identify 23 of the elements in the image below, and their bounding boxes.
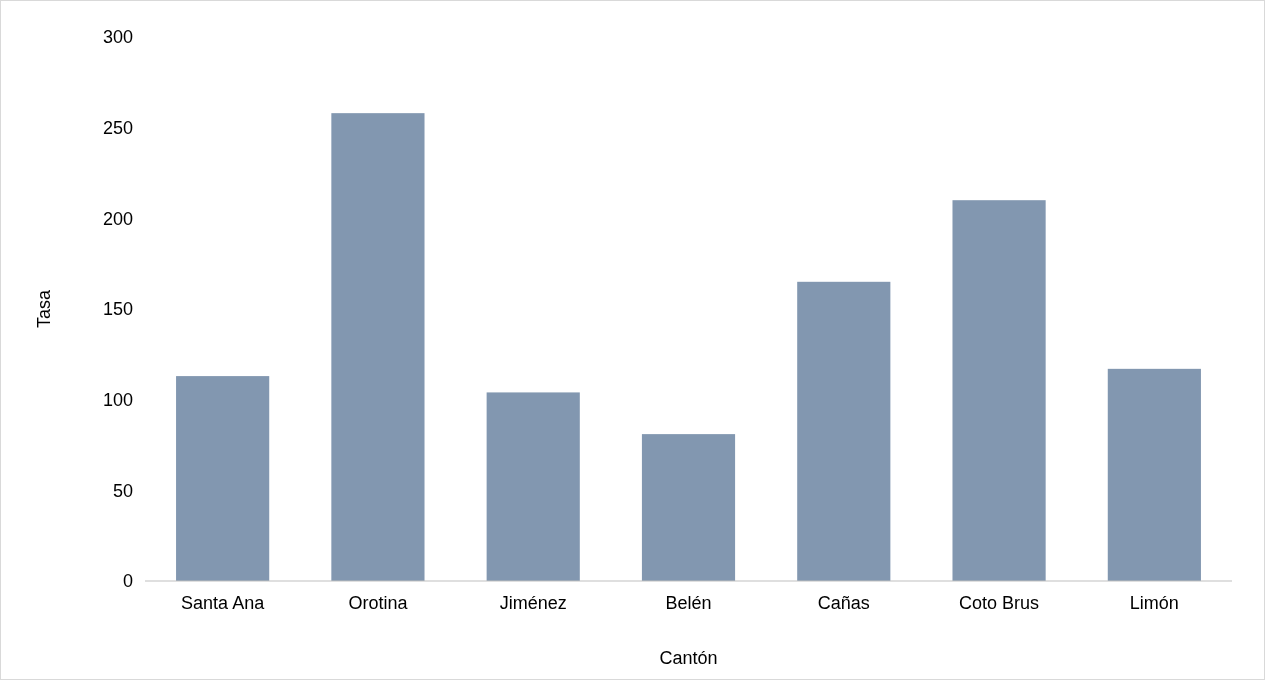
y-tick-label: 150 (102, 299, 133, 320)
x-axis-title: Cantón (659, 648, 718, 668)
x-tick-label: Jiménez (499, 593, 567, 613)
x-tick-label: Cañas (817, 593, 870, 613)
x-tick-label: Orotina (348, 593, 409, 613)
y-tick-label: 0 (122, 571, 133, 592)
bar (1107, 368, 1201, 581)
bar (331, 113, 425, 581)
x-tick-label: Coto Brus (959, 593, 1040, 613)
y-tick-label: 100 (102, 389, 133, 410)
bar (176, 376, 270, 581)
y-tick-label: 50 (112, 480, 133, 501)
x-tick-label: Limón (1129, 593, 1179, 613)
x-tick-label: Belén (665, 593, 712, 613)
bar (952, 200, 1046, 581)
x-tick-label: Santa Ana (181, 593, 266, 613)
y-axis-title: Tasa (34, 289, 54, 329)
bar (641, 434, 736, 581)
bar (486, 392, 580, 581)
y-tick-label: 300 (102, 27, 133, 48)
bar (797, 281, 891, 581)
y-tick-label: 250 (102, 117, 133, 138)
y-tick-label: 200 (102, 208, 133, 229)
